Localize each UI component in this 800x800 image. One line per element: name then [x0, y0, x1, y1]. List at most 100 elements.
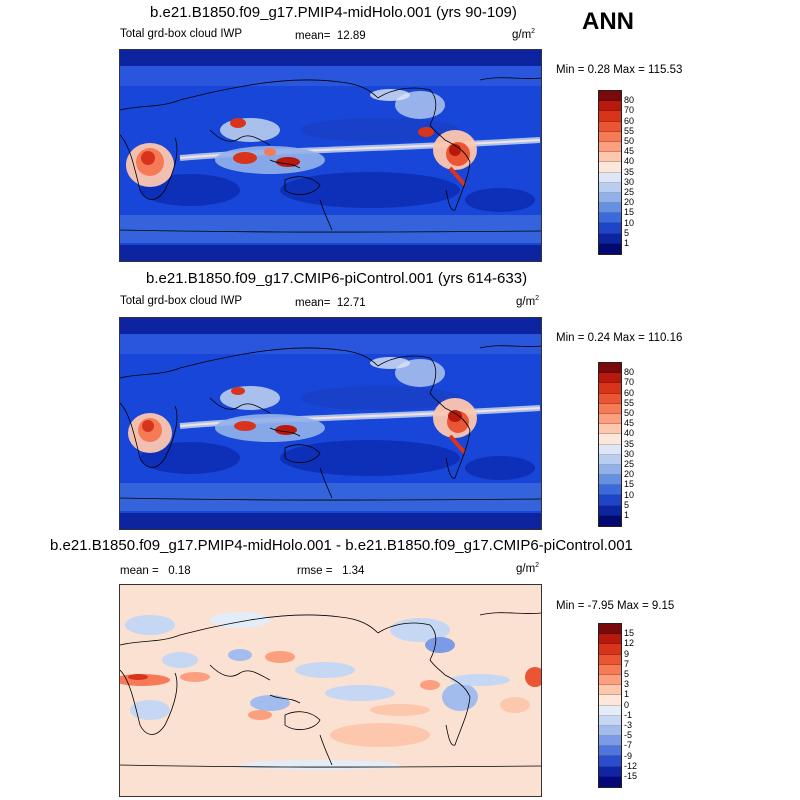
- colorbar-swatch: [599, 233, 621, 244]
- panel1-mean-label: mean=: [295, 30, 331, 42]
- colorbar-label: -1: [624, 709, 633, 720]
- panel3-mean-value: 0.18: [168, 565, 191, 577]
- colorbar-swatch: [599, 685, 621, 696]
- colorbar-swatch: [599, 746, 621, 757]
- colorbar-swatch: [599, 485, 621, 496]
- panel2-map-graphic: [120, 318, 541, 529]
- colorbar-label: 80: [624, 95, 635, 106]
- colorbar-label: 5: [624, 499, 630, 510]
- colorbar-label: 9: [624, 648, 630, 659]
- colorbar-swatch: [599, 243, 621, 254]
- panel1-variable: Total grd-box cloud IWP: [120, 28, 243, 40]
- panel2-colorbar: [598, 362, 622, 527]
- panel2-title: b.e21.B1850.f09_g17.CMIP6-piControl.001 …: [146, 270, 528, 287]
- colorbar-swatch: [599, 383, 621, 394]
- panel2-mean-value: 12.71: [336, 297, 366, 309]
- colorbar-label: 70: [624, 377, 635, 388]
- panel2-map: [119, 317, 542, 530]
- colorbar-swatch: [599, 695, 621, 706]
- colorbar-swatch: [599, 434, 621, 445]
- colorbar-swatch: [599, 674, 621, 686]
- panel3-title: b.e21.B1850.f09_g17.PMIP4-midHolo.001 - …: [50, 537, 633, 554]
- panel1-mean: mean= 12.89: [295, 30, 366, 42]
- panel1-mean-value: 12.89: [336, 30, 366, 42]
- colorbar-label: 15: [624, 479, 635, 490]
- panel3-mean: mean = 0.18: [120, 565, 191, 577]
- colorbar-swatch: [599, 766, 621, 777]
- colorbar-swatch: [599, 505, 621, 516]
- colorbar-label: 30: [624, 176, 635, 187]
- colorbar-label: 55: [624, 125, 635, 136]
- season-label: ANN: [582, 8, 634, 35]
- colorbar-label: 10: [624, 217, 635, 228]
- colorbar-swatch: [599, 515, 621, 526]
- colorbar-label: 1: [624, 238, 630, 248]
- colorbar-swatch: [599, 152, 621, 163]
- panel3-map: [119, 584, 542, 797]
- colorbar-label: 40: [624, 156, 635, 167]
- colorbar-swatch: [599, 121, 621, 132]
- colorbar-label: 0: [624, 699, 630, 710]
- colorbar-label: 3: [624, 679, 630, 690]
- colorbar-label: 40: [624, 428, 635, 439]
- colorbar-label: 45: [624, 418, 635, 429]
- colorbar-swatch: [599, 393, 621, 404]
- colorbar-swatch: [599, 203, 621, 214]
- colorbar-swatch: [599, 424, 621, 435]
- panel1-map-graphic: [120, 50, 541, 261]
- panel1-title: b.e21.B1850.f09_g17.PMIP4-midHolo.001 (y…: [150, 4, 517, 21]
- colorbar-label: 35: [624, 438, 635, 449]
- colorbar-swatch: [599, 111, 621, 122]
- colorbar-label: 30: [624, 448, 635, 459]
- panel2-mean: mean= 12.71: [295, 297, 366, 309]
- colorbar-label: 15: [624, 207, 635, 218]
- colorbar-swatch: [599, 624, 621, 635]
- colorbar-label: 1: [624, 689, 630, 700]
- panel2-variable: Total grd-box cloud IWP: [120, 295, 243, 307]
- panel1-unit: g/m2: [512, 28, 536, 41]
- colorbar-swatch: [599, 182, 621, 193]
- panel3-rmse-value: 1.34: [342, 565, 365, 577]
- colorbar-swatch: [599, 91, 621, 102]
- colorbar-swatch: [599, 162, 621, 173]
- colorbar-label: 1: [624, 510, 630, 520]
- colorbar-swatch: [599, 413, 621, 425]
- colorbar-label: 60: [624, 115, 635, 126]
- colorbar-label: 50: [624, 408, 635, 418]
- colorbar-swatch: [599, 495, 621, 506]
- panel2-minmax: Min = 0.24 Max = 110.16: [556, 332, 683, 344]
- colorbar-swatch: [599, 101, 621, 112]
- colorbar-label: -7: [624, 740, 633, 751]
- colorbar-swatch: [599, 776, 621, 787]
- colorbar-swatch: [599, 705, 621, 716]
- colorbar-label: 25: [624, 459, 635, 469]
- colorbar-label: 5: [624, 227, 630, 238]
- colorbar-label: 10: [624, 489, 635, 500]
- panel3-rmse: rmse = 1.34: [297, 565, 364, 577]
- colorbar-swatch: [599, 736, 621, 747]
- colorbar-label: 7: [624, 658, 630, 669]
- colorbar-swatch: [599, 644, 621, 655]
- panel3-map-graphic: [120, 585, 541, 796]
- panel3-minmax: Min = -7.95 Max = 9.15: [556, 600, 675, 612]
- colorbar-swatch: [599, 373, 621, 384]
- colorbar-swatch: [599, 725, 621, 737]
- colorbar-label: -9: [624, 750, 633, 761]
- colorbar-swatch: [599, 475, 621, 486]
- colorbar-label: 5: [624, 669, 630, 679]
- colorbar-label: 70: [624, 105, 635, 116]
- colorbar-swatch: [599, 654, 621, 665]
- colorbar-swatch: [599, 756, 621, 767]
- panel2-mean-label: mean=: [295, 297, 331, 309]
- colorbar-swatch: [599, 454, 621, 465]
- panel1-map: [119, 49, 542, 262]
- colorbar-label: -3: [624, 720, 633, 730]
- colorbar-label: 15: [624, 628, 635, 639]
- colorbar-swatch: [599, 131, 621, 142]
- colorbar-label: 12: [624, 638, 635, 649]
- colorbar-label: -12: [624, 760, 638, 771]
- colorbar-label: 35: [624, 166, 635, 177]
- colorbar-swatch: [599, 715, 621, 726]
- colorbar-swatch: [599, 192, 621, 204]
- colorbar-swatch: [599, 213, 621, 224]
